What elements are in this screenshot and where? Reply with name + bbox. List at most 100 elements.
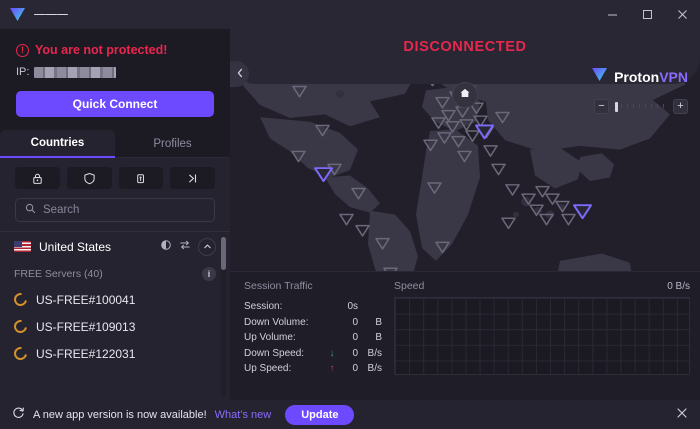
home-icon (459, 86, 471, 104)
list-item[interactable]: US-FREE#109013 (0, 313, 230, 340)
secure-core-filter[interactable] (15, 167, 60, 189)
notification-text: A new app version is now available! (33, 408, 207, 421)
home-button[interactable] (452, 82, 478, 108)
server-name: US-FREE#100041 (36, 292, 136, 307)
tab-countries[interactable]: Countries (0, 130, 115, 158)
sidebar: ! You are not protected! IP: Quick Conne… (0, 29, 230, 400)
server-markers (291, 74, 648, 324)
quick-connect-wrap: Quick Connect (0, 78, 230, 130)
update-button[interactable]: Update (285, 404, 355, 425)
stat-session: Session: 0s (244, 299, 384, 315)
download-arrow-icon: ↓ (329, 347, 335, 359)
lock-icon (31, 172, 44, 185)
map-area[interactable]: DISCONNECTED (230, 29, 700, 400)
group-label: FREE Servers (40) (14, 267, 103, 280)
ip-value-masked (34, 66, 117, 78)
window-body: ! You are not protected! IP: Quick Conne… (0, 29, 700, 400)
country-name: United States (39, 239, 112, 254)
free-servers-header: FREE Servers (40) i (0, 261, 230, 286)
list-item[interactable]: US-FREE#100041 (0, 286, 230, 313)
info-icon[interactable]: i (202, 266, 216, 281)
hamburger-menu-icon[interactable] (34, 0, 68, 29)
speed-current-value: 0 B/s (667, 281, 690, 292)
close-button[interactable] (665, 0, 700, 29)
us-flag-icon (14, 241, 31, 252)
refresh-icon (12, 406, 25, 424)
brand-name: ProtonVPN (614, 69, 688, 85)
status-badge: ! You are not protected! (16, 43, 214, 57)
zoom-slider[interactable] (613, 99, 669, 114)
search-wrap (0, 189, 230, 231)
warning-icon: ! (16, 43, 29, 57)
list-scrollbar[interactable] (221, 237, 226, 396)
ip-row: IP: (16, 66, 214, 78)
country-row-united-states[interactable]: United States (0, 231, 230, 261)
stat-value: 0 (352, 347, 358, 359)
brand-logo: ProtonVPN (591, 67, 688, 87)
stat-down-volume: Down Volume: 0 B (244, 315, 384, 331)
arrow-to-line-icon (186, 172, 199, 185)
map-zoom-control: − + (594, 99, 688, 114)
tor-icon (134, 172, 147, 185)
stat-value: 0s (347, 301, 358, 313)
close-notification-icon[interactable] (674, 407, 690, 422)
speed-chart-grid (394, 297, 690, 375)
server-list: United States (0, 231, 230, 400)
brand-vpn: VPN (659, 69, 688, 85)
session-traffic-panel: Session Traffic Session: 0s Down Volume:… (244, 280, 384, 396)
stats-bar: Session Traffic Session: 0s Down Volume:… (230, 271, 700, 400)
proton-logo-icon (0, 7, 34, 22)
stat-up-speed: Up Speed: ↑ 0 B/s (244, 361, 384, 377)
whats-new-link[interactable]: What's new (214, 408, 272, 421)
tor-filter[interactable] (118, 167, 164, 189)
speed-chart-panel: Speed 0 B/s (384, 280, 690, 396)
p2p-swap-icon[interactable] (179, 238, 191, 256)
streaming-filter[interactable] (170, 167, 215, 189)
stat-label: Session: (244, 301, 283, 313)
stat-label: Down Volume: (244, 316, 309, 328)
speed-chart-title: Speed (394, 280, 425, 292)
stat-down-speed: Down Speed: ↓ 0 B/s (244, 346, 384, 362)
zoom-in-icon[interactable]: + (673, 99, 688, 114)
stat-value: 0 (352, 363, 358, 375)
stat-label: Down Speed: (244, 347, 305, 359)
server-name: US-FREE#122031 (36, 346, 136, 361)
filter-toolbar (0, 158, 230, 189)
quick-connect-button[interactable]: Quick Connect (16, 91, 214, 117)
zoom-slider-handle[interactable] (615, 102, 618, 112)
minimize-button[interactable] (595, 0, 630, 29)
country-badges (160, 237, 216, 256)
tab-profiles[interactable]: Profiles (115, 130, 230, 158)
tor-badge-icon[interactable] (160, 238, 172, 256)
upload-arrow-icon: ↑ (329, 363, 335, 375)
load-ring-icon (11, 344, 30, 363)
list-item[interactable]: US-FREE#122031 (0, 340, 230, 367)
load-ring-icon (11, 290, 30, 309)
netshield-filter[interactable] (66, 167, 112, 189)
load-ring-icon (11, 317, 30, 336)
stat-value: 0 (352, 332, 358, 344)
stat-value: 0 (352, 316, 358, 328)
stat-label: Up Speed: (244, 363, 292, 375)
chevron-up-icon[interactable] (198, 237, 216, 256)
search-box[interactable] (15, 198, 215, 222)
update-notification-bar: A new app version is now available! What… (0, 400, 700, 429)
stat-unit: B/s (367, 363, 382, 375)
scrollbar-thumb[interactable] (221, 237, 226, 270)
stat-label: Up Volume: (244, 332, 296, 344)
sidebar-tabs: Countries Profiles (0, 130, 230, 158)
proton-logo-icon (591, 67, 608, 87)
chevron-left-icon (236, 65, 244, 83)
search-input[interactable] (43, 204, 205, 216)
zoom-out-icon[interactable]: − (594, 99, 609, 114)
status-text: You are not protected! (35, 43, 168, 57)
connection-status-box: ! You are not protected! IP: (0, 29, 230, 78)
session-traffic-title: Session Traffic (244, 280, 313, 292)
sidebar-collapse-button[interactable] (230, 61, 249, 87)
stat-unit: B (375, 332, 382, 344)
connection-status-label: DISCONNECTED (403, 39, 527, 55)
connection-banner: DISCONNECTED (230, 29, 700, 84)
server-name: US-FREE#109013 (36, 319, 136, 334)
maximize-button[interactable] (630, 0, 665, 29)
